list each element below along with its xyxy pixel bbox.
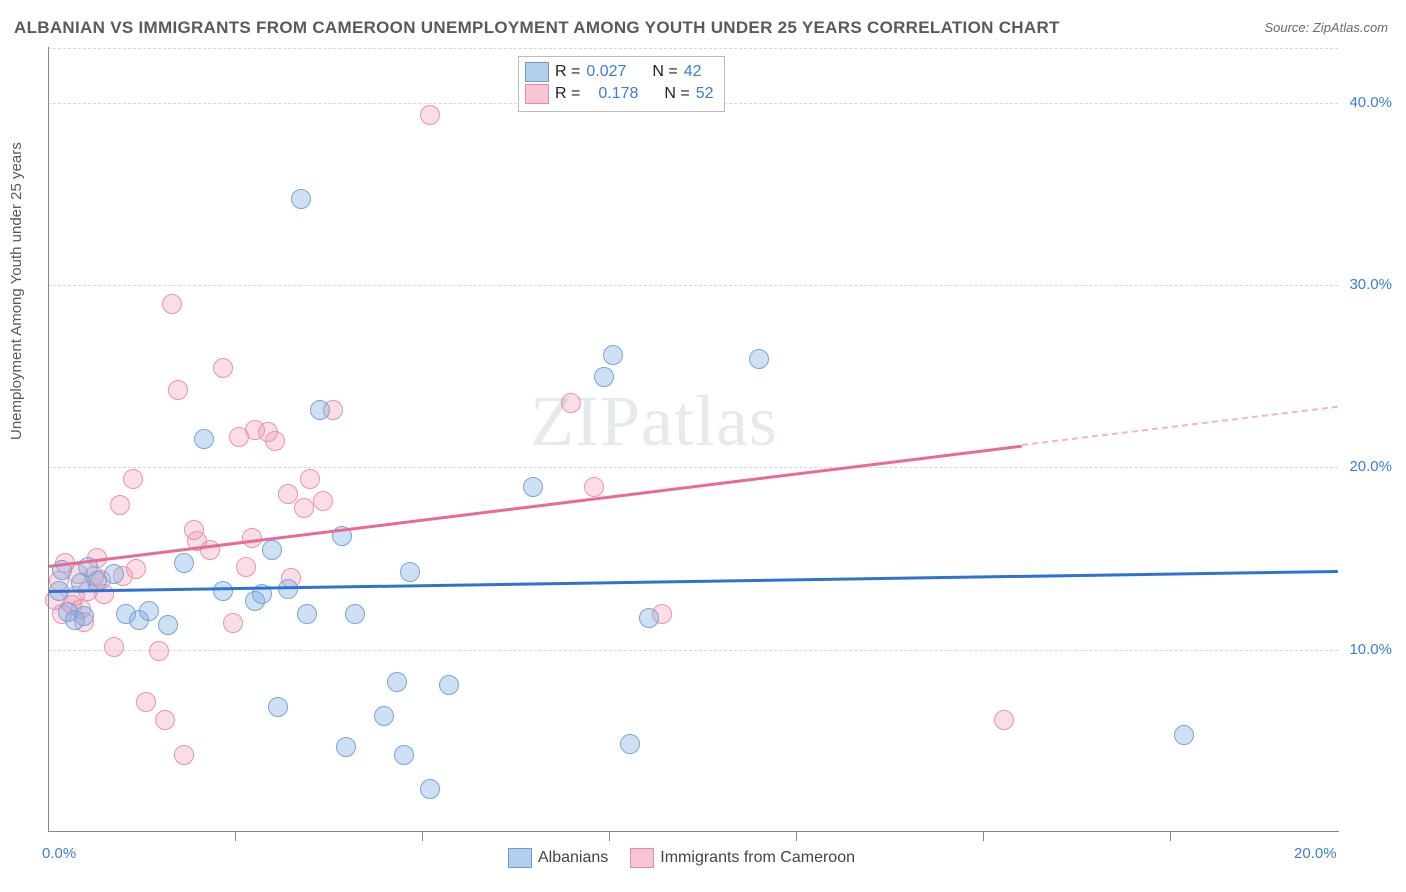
data-point-cameroon — [155, 710, 175, 730]
stat-row-cameroon: R = 0.178 N = 52 — [525, 83, 714, 105]
y-axis-label: Unemployment Among Youth under 25 years — [8, 142, 25, 440]
data-point-albanians — [394, 745, 414, 765]
data-point-albanians — [139, 601, 159, 621]
data-point-albanians — [1174, 725, 1194, 745]
data-point-albanians — [420, 779, 440, 799]
data-point-cameroon — [294, 498, 314, 518]
data-point-albanians — [268, 697, 288, 717]
data-point-albanians — [213, 581, 233, 601]
grid-line-horizontal — [48, 650, 1338, 651]
data-point-cameroon — [561, 393, 581, 413]
data-point-cameroon — [174, 745, 194, 765]
data-point-cameroon — [584, 477, 604, 497]
stat-r-label: R = — [555, 63, 580, 81]
data-point-cameroon — [994, 710, 1014, 730]
data-point-albanians — [297, 604, 317, 624]
series-legend: Albanians Immigrants from Cameroon — [508, 848, 855, 868]
stat-n-value: 52 — [696, 85, 714, 103]
data-point-cameroon — [300, 469, 320, 489]
data-point-albanians — [104, 564, 124, 584]
legend-item-cameroon: Immigrants from Cameroon — [630, 848, 855, 868]
data-point-albanians — [387, 672, 407, 692]
data-point-albanians — [439, 675, 459, 695]
x-tick-label: 20.0% — [1294, 845, 1337, 862]
x-tick-mark — [1170, 832, 1171, 841]
data-point-cameroon — [126, 559, 146, 579]
data-point-albanians — [345, 604, 365, 624]
data-point-cameroon — [223, 613, 243, 633]
legend-label: Immigrants from Cameroon — [660, 849, 855, 867]
data-point-cameroon — [136, 692, 156, 712]
data-point-cameroon — [313, 491, 333, 511]
data-point-albanians — [603, 345, 623, 365]
data-point-cameroon — [278, 484, 298, 504]
regression-line-cameroon-extrapolated — [1022, 406, 1338, 446]
y-tick-label: 20.0% — [1349, 458, 1392, 475]
stat-n-value: 42 — [684, 63, 702, 81]
data-point-cameroon — [420, 105, 440, 125]
x-tick-mark — [609, 832, 610, 841]
x-tick-mark — [422, 832, 423, 841]
stat-row-albanians: R = 0.027 N = 42 — [525, 61, 714, 83]
data-point-cameroon — [110, 495, 130, 515]
data-point-cameroon — [168, 380, 188, 400]
legend-label: Albanians — [538, 849, 608, 867]
x-tick-mark — [983, 832, 984, 841]
data-point-cameroon — [265, 431, 285, 451]
swatch-blue — [508, 848, 532, 868]
data-point-albanians — [374, 706, 394, 726]
stat-r-value: 0.027 — [586, 63, 626, 81]
data-point-albanians — [400, 562, 420, 582]
data-point-albanians — [523, 477, 543, 497]
data-point-albanians — [174, 553, 194, 573]
stat-r-label: R = — [555, 85, 580, 103]
data-point-cameroon — [104, 637, 124, 657]
stat-n-label: N = — [652, 63, 677, 81]
swatch-pink — [525, 84, 549, 104]
source-attribution: Source: ZipAtlas.com — [1264, 20, 1388, 35]
data-point-cameroon — [149, 641, 169, 661]
data-point-cameroon — [162, 294, 182, 314]
data-point-cameroon — [123, 469, 143, 489]
grid-line-horizontal — [48, 285, 1338, 286]
data-point-albanians — [594, 367, 614, 387]
data-point-albanians — [749, 349, 769, 369]
x-tick-label: 0.0% — [42, 845, 76, 862]
data-point-albanians — [639, 608, 659, 628]
data-point-albanians — [291, 189, 311, 209]
data-point-albanians — [310, 400, 330, 420]
y-tick-label: 10.0% — [1349, 641, 1392, 658]
grid-line-horizontal — [48, 48, 1338, 49]
swatch-blue — [525, 62, 549, 82]
data-point-albanians — [158, 615, 178, 635]
plot-area: 10.0%20.0%30.0%40.0%0.0%20.0% — [48, 48, 1338, 832]
regression-line-cameroon — [48, 444, 1022, 567]
data-point-albanians — [336, 737, 356, 757]
data-point-cameroon — [213, 358, 233, 378]
y-tick-label: 30.0% — [1349, 276, 1392, 293]
data-point-albanians — [194, 429, 214, 449]
stat-n-label: N = — [664, 85, 689, 103]
data-point-albanians — [262, 540, 282, 560]
y-tick-label: 40.0% — [1349, 94, 1392, 111]
stats-legend-box: R = 0.027 N = 42 R = 0.178 N = 52 — [518, 56, 725, 112]
data-point-albanians — [74, 606, 94, 626]
stat-r-value: 0.178 — [598, 85, 638, 103]
legend-item-albanians: Albanians — [508, 848, 608, 868]
grid-line-horizontal — [48, 467, 1338, 468]
correlation-chart: 10.0%20.0%30.0%40.0%0.0%20.0% R = 0.027 … — [48, 48, 1338, 832]
data-point-cameroon — [242, 528, 262, 548]
swatch-pink — [630, 848, 654, 868]
data-point-albanians — [620, 734, 640, 754]
data-point-cameroon — [236, 557, 256, 577]
chart-title: ALBANIAN VS IMMIGRANTS FROM CAMEROON UNE… — [14, 18, 1060, 38]
x-tick-mark — [235, 832, 236, 841]
x-tick-mark — [796, 832, 797, 841]
